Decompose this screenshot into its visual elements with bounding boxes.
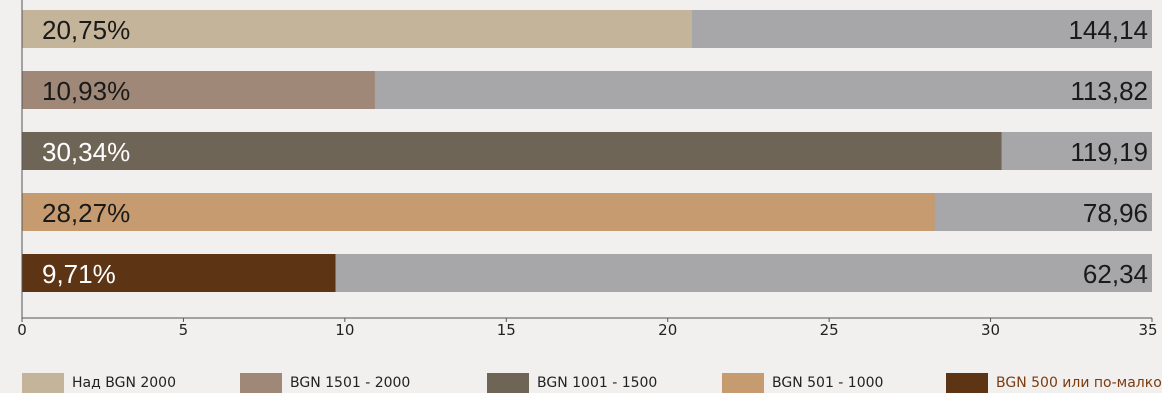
- bar-row: 30,34% 119,19: [22, 132, 1152, 170]
- bar-value-label: 62,34: [1083, 259, 1148, 289]
- x-tick-label: 35: [1138, 321, 1157, 339]
- legend-label: BGN 1501 - 2000: [290, 375, 411, 391]
- bar: [22, 132, 1002, 170]
- bar-percent-label: 28,27%: [42, 198, 130, 228]
- legend-label: BGN 1001 - 1500: [537, 375, 658, 391]
- x-tick-label: 10: [335, 321, 354, 339]
- legend-swatch: [946, 373, 988, 393]
- bar: [22, 193, 935, 231]
- x-tick-label: 15: [497, 321, 516, 339]
- bars-layer: 20,75% 144,14 10,93% 113,82 30,34% 119,19 28,2…: [22, 10, 1152, 292]
- bar-value-label: 113,82: [1070, 76, 1148, 106]
- bar-row: 9,71% 62,34: [22, 254, 1152, 292]
- legend: Над BGN 2000 BGN 1501 - 2000 BGN 1001 - 15…: [0, 372, 1162, 393]
- legend-swatch: [487, 373, 529, 393]
- legend-label: Над BGN 2000: [72, 375, 176, 391]
- x-tick-label: 30: [981, 321, 1000, 339]
- x-tick-label: 0: [17, 321, 27, 339]
- x-tick-label: 20: [658, 321, 677, 339]
- legend-swatch: [22, 373, 64, 393]
- bar: [22, 10, 692, 48]
- bar-row: 20,75% 144,14: [22, 10, 1152, 48]
- bar-percent-label: 9,71%: [42, 259, 116, 289]
- bar: [22, 254, 336, 292]
- legend-label: BGN 500 или по-малко: [996, 375, 1162, 391]
- x-axis: 0 5 10 15 20 25 30 35: [17, 0, 1158, 339]
- bar-value-label: 144,14: [1068, 15, 1148, 45]
- bar-value-label: 78,96: [1083, 198, 1148, 228]
- legend-swatch: [240, 373, 282, 393]
- legend-swatch: [722, 373, 764, 393]
- bar: [22, 71, 375, 109]
- bar-percent-label: 30,34%: [42, 137, 130, 167]
- x-tick-label: 5: [179, 321, 189, 339]
- bar-value-label: 119,19: [1070, 137, 1148, 167]
- bar-row: 28,27% 78,96: [22, 193, 1152, 231]
- bar-percent-label: 20,75%: [42, 15, 130, 45]
- bar-row: 10,93% 113,82: [22, 71, 1152, 109]
- x-tick-label: 25: [820, 321, 839, 339]
- bar-percent-label: 10,93%: [42, 76, 130, 106]
- legend-label: BGN 501 - 1000: [772, 375, 884, 391]
